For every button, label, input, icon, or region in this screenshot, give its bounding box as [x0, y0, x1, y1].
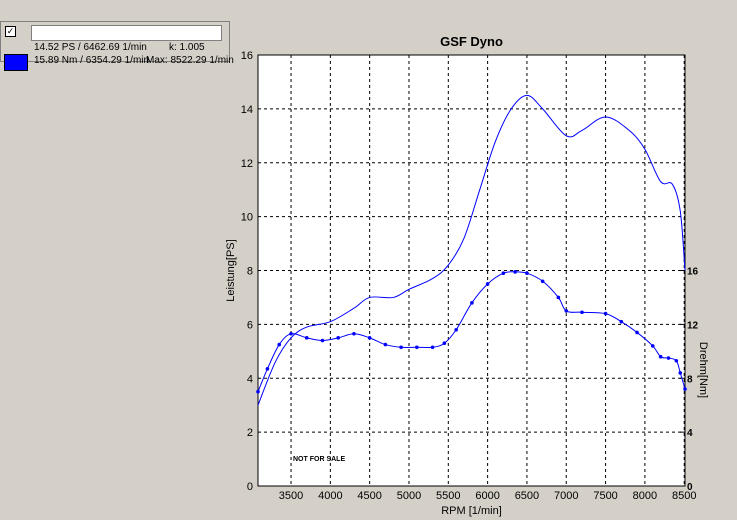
y2-axis-label: Drehm[Nm]: [697, 342, 709, 398]
torque-point: [674, 358, 679, 363]
x-tick-label: 6000: [475, 490, 499, 502]
torque-point: [320, 338, 325, 343]
x-tick-label: 4000: [318, 490, 342, 502]
y-tick-label: 6: [247, 319, 253, 331]
y-tick-label: 16: [241, 50, 253, 62]
x-tick-label: 6500: [515, 490, 539, 502]
x-axis-label: RPM [1/min]: [441, 505, 502, 517]
torque-point: [415, 345, 419, 350]
y-tick-label: 2: [247, 427, 253, 439]
torque-point: [352, 332, 356, 336]
max-readout: Max: 8522.29 1/min: [146, 55, 234, 66]
torque-point: [603, 311, 608, 316]
y2-tick-label: 8: [687, 374, 693, 385]
series-checkbox[interactable]: ✓: [5, 26, 16, 37]
y-tick-label: 4: [247, 373, 253, 385]
torque-point: [619, 319, 624, 324]
torque-point: [513, 270, 517, 274]
y2-tick-label: 0: [687, 482, 693, 493]
torque-point: [470, 301, 474, 305]
torque-point: [564, 309, 569, 313]
y2-tick-label: 16: [687, 267, 699, 278]
series-color-swatch[interactable]: [4, 54, 28, 71]
x-tick-label: 8000: [633, 490, 657, 502]
watermark: NOT FOR SALE: [293, 456, 345, 463]
torque-point: [540, 279, 545, 284]
chart-title: GSF Dyno: [440, 34, 503, 49]
torque-readout: 15.89 Nm / 6354.29 1/min: [34, 55, 150, 66]
x-tick-label: 8500: [672, 490, 696, 502]
y-tick-label: 12: [241, 158, 253, 170]
torque-point: [485, 282, 490, 286]
y-tick-label: 10: [241, 212, 253, 224]
k-readout: k: 1.005: [169, 42, 205, 53]
torque-point: [666, 356, 671, 360]
x-tick-label: 5000: [397, 490, 421, 502]
torque-point: [501, 271, 506, 275]
torque-point: [265, 367, 270, 371]
torque-point: [556, 295, 561, 300]
torque-point: [635, 330, 639, 335]
x-tick-label: 4500: [357, 490, 381, 502]
torque-point: [399, 345, 403, 350]
torque-point: [580, 310, 584, 315]
torque-point: [650, 344, 655, 348]
y-tick-label: 8: [247, 266, 253, 278]
y2-tick-label: 4: [687, 428, 693, 439]
legend-panel: ✓ 14.52 PS / 6462.69 1/min k: 1.005 15.8…: [0, 21, 234, 71]
x-tick-label: 7500: [593, 490, 617, 502]
torque-point: [383, 342, 388, 347]
torque-point: [442, 341, 447, 346]
torque-point: [304, 336, 309, 340]
torque-point: [678, 371, 683, 375]
x-tick-label: 3500: [279, 490, 303, 502]
y-tick-label: 0: [247, 481, 253, 493]
torque-point: [683, 387, 687, 391]
y-axis-label: Leistung[PS]: [225, 239, 237, 301]
torque-point: [336, 336, 341, 340]
torque-point: [256, 389, 260, 394]
torque-point: [277, 342, 282, 347]
torque-point: [658, 354, 663, 359]
power-readout: 14.52 PS / 6462.69 1/min: [34, 42, 147, 53]
power-line: [257, 94, 686, 406]
torque-point: [454, 327, 458, 332]
x-tick-label: 7000: [554, 490, 578, 502]
torque-point: [367, 336, 372, 340]
torque-point: [289, 332, 293, 336]
y2-tick-label: 12: [687, 320, 699, 331]
torque-point: [525, 271, 529, 275]
y-tick-label: 14: [241, 104, 253, 116]
series-name-input[interactable]: [31, 25, 222, 41]
torque-point: [430, 345, 435, 350]
x-tick-label: 5500: [436, 490, 460, 502]
